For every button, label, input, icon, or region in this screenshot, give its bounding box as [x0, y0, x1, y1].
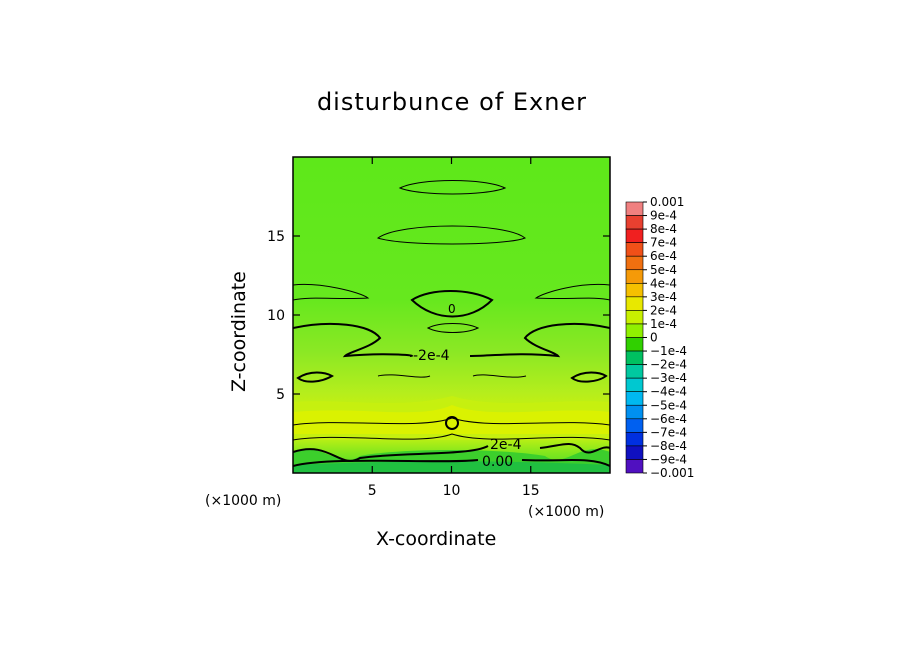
contour-label: 2e-4: [490, 437, 522, 453]
y-tick-label: 15: [267, 229, 285, 245]
y-axis-label: Z-coordinate: [228, 271, 250, 392]
colorbar-label: −1e-4: [650, 344, 687, 358]
colorbar-label: −7e-4: [650, 425, 687, 439]
colorbar-label: 9e-4: [650, 209, 677, 223]
colorbar-label: 0.001: [650, 195, 684, 209]
colorbar-label: 4e-4: [650, 276, 677, 290]
colorbar-label: −0.001: [650, 466, 694, 480]
colorbar-swatch: [625, 296, 644, 311]
colorbar-label: −4e-4: [650, 385, 687, 399]
colorbar-swatch: [625, 228, 644, 243]
colorbar-swatch: [625, 445, 644, 460]
colorbar-label: 8e-4: [650, 222, 677, 236]
colorbar-label: 1e-4: [650, 317, 677, 331]
contour-label: -2e-4: [413, 348, 450, 364]
colorbar-label: −8e-4: [650, 439, 687, 453]
colorbar-label: −3e-4: [650, 371, 687, 385]
colorbar-label: 7e-4: [650, 236, 677, 250]
colorbar-swatch: [625, 391, 644, 406]
colorbar-swatch: [625, 255, 644, 271]
x-unit-right: (×1000 m): [528, 504, 605, 520]
contour-label: 0: [448, 302, 456, 316]
colorbar-swatch: [625, 377, 644, 392]
colorbar-swatch: [625, 459, 644, 474]
colorbar-swatch: [625, 432, 644, 447]
colorbar-label: 0: [650, 331, 658, 345]
colorbar-swatch: [625, 215, 644, 230]
y-tick-label: 5: [276, 387, 285, 403]
colorbar-swatch: [625, 282, 644, 298]
colorbar-swatch: [625, 269, 644, 284]
colorbar-swatch: [625, 242, 644, 257]
colorbar-swatch: [625, 201, 644, 216]
colorbar-label: 5e-4: [650, 263, 677, 277]
x-tick-label: 5: [368, 483, 377, 499]
contour-label: 0.00: [482, 454, 513, 470]
colorbar-swatch: [625, 404, 644, 420]
x-unit-left: (×1000 m): [205, 493, 282, 509]
axis-ticks: 5 10 15 5 10 15: [267, 157, 610, 499]
contour-field: 0 -2e-4 2e-4 0.00: [293, 157, 610, 473]
y-tick-label: 10: [267, 308, 285, 324]
chart-title: disturbunce of Exner: [316, 88, 588, 116]
colorbar-label: 6e-4: [650, 249, 677, 263]
colorbar-swatch: [625, 310, 644, 325]
colorbar-label: 2e-4: [650, 303, 677, 317]
colorbar-label: 3e-4: [650, 290, 677, 304]
x-tick-label: 15: [522, 483, 540, 499]
colorbar-swatch: [625, 323, 644, 338]
colorbar-swatch: [625, 337, 644, 352]
x-axis-label: X-coordinate: [376, 528, 497, 550]
colorbar-label: −2e-4: [650, 358, 687, 372]
colorbar-swatch: [625, 418, 644, 433]
colorbar-label: −9e-4: [650, 452, 687, 466]
colorbar-label: −6e-4: [650, 412, 687, 426]
colorbar-label: −5e-4: [650, 398, 687, 412]
colorbar-swatch: [625, 350, 644, 365]
colorbar-swatch: [625, 364, 644, 379]
x-tick-label: 10: [443, 483, 461, 499]
colorbar: 0.0019e-48e-47e-46e-45e-44e-43e-42e-41e-…: [625, 195, 694, 480]
